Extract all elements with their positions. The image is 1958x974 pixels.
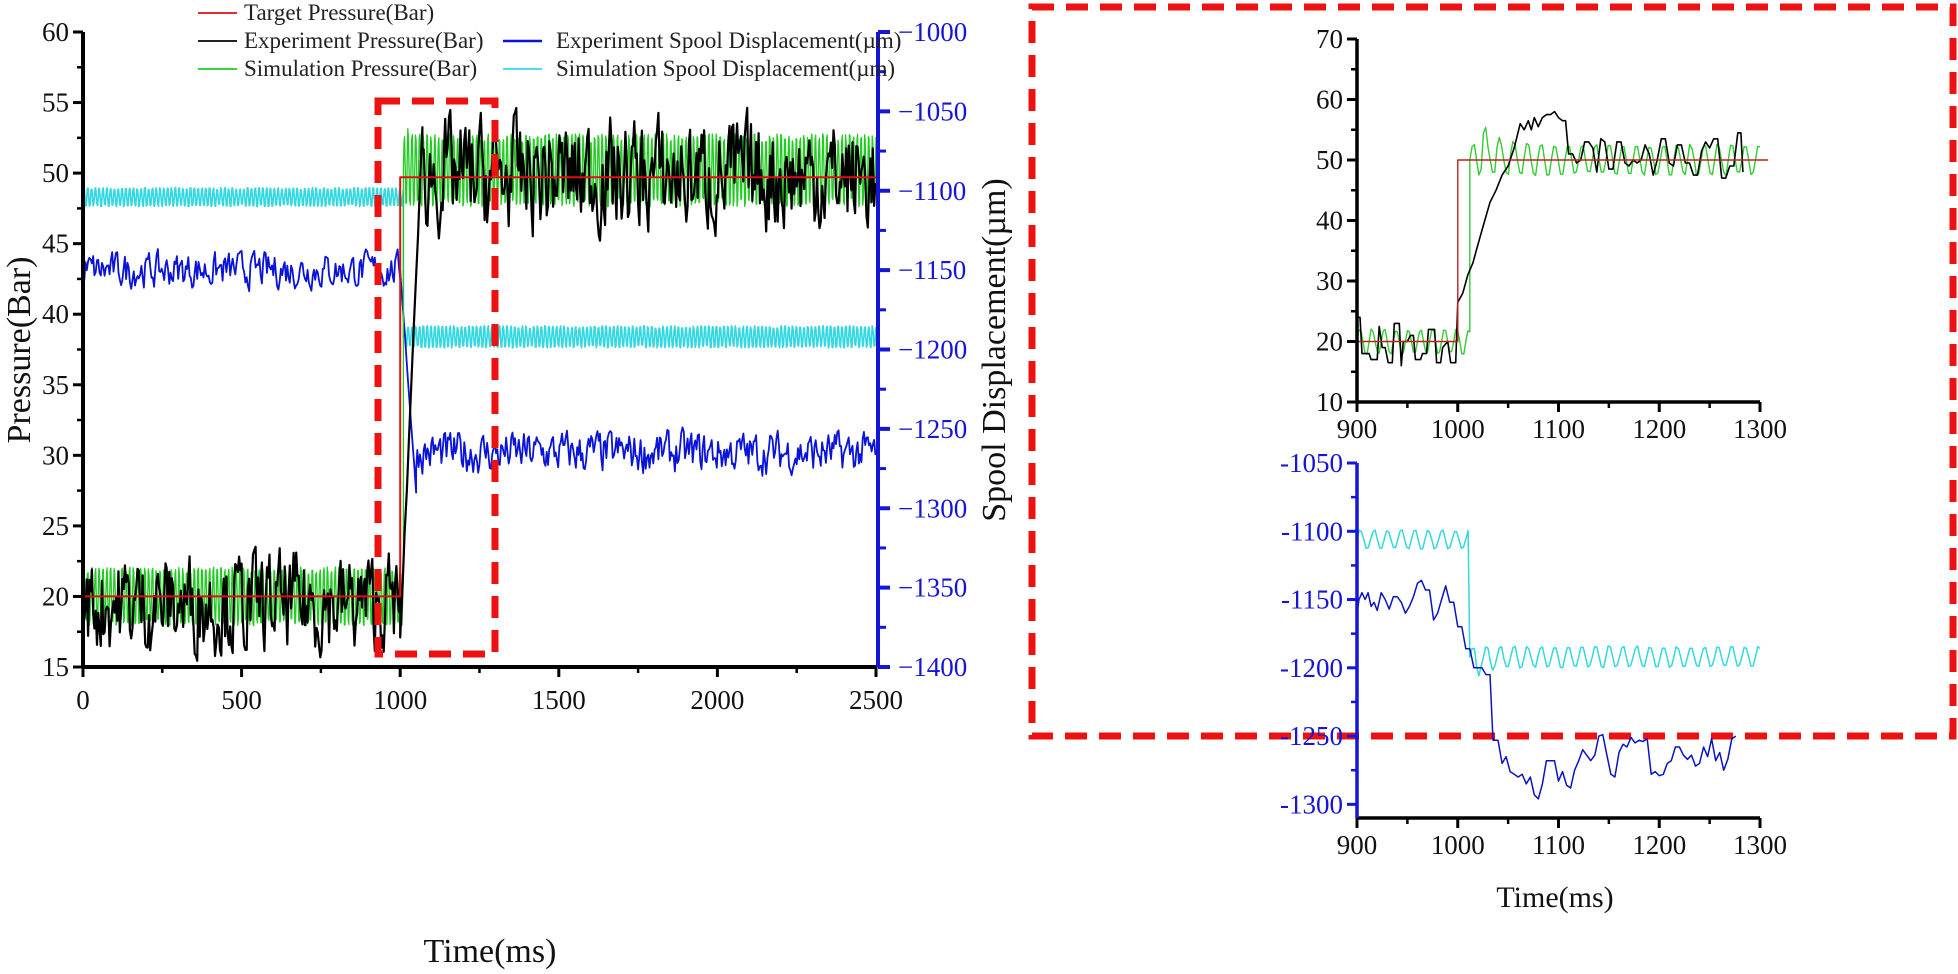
main-x-tick-label: 1500: [532, 685, 586, 715]
main-series-simulation-pressure: [82, 128, 877, 627]
main-plot-series: [81, 106, 877, 662]
main-y2-tick-label: −1000: [898, 17, 967, 47]
main-y2-tick-label: −1400: [898, 652, 967, 682]
main-x-tick-label: 1000: [373, 685, 427, 715]
inset-spool-x-tick-label: 1100: [1532, 830, 1585, 860]
y-axis-title: Pressure(Bar): [1, 257, 38, 444]
main-y2-tick-label: −1200: [898, 335, 967, 365]
main-series-experiment-spool-displacement: [82, 248, 877, 494]
main-y-tick-label: 55: [42, 88, 69, 118]
legend-label-simulation-pressure: Simulation Pressure(Bar): [244, 56, 477, 81]
inset-spool-y-tick-label: -1150: [1281, 585, 1343, 615]
legend-label-experiment-spool-displacement: Experiment Spool Displacement(µm): [556, 28, 901, 53]
inset-pressure-x-tick-label: 1200: [1632, 414, 1686, 444]
main-y-tick-label: 20: [42, 581, 69, 611]
inset-spool-x-tick-label: 1000: [1431, 830, 1485, 860]
inset-pressure-series-simulation-pressure: [1356, 126, 1761, 355]
inset-spool-x-tick-label: 1200: [1632, 830, 1686, 860]
main-y-tick-label: 35: [42, 370, 69, 400]
main-y2-tick-label: −1050: [898, 96, 967, 126]
main-plot-axes: 0 500 1000 1500 2000 2500 15 20 25 30 35 40 45 50 55 60…: [42, 17, 967, 715]
inset-spool-y-tick-label: -1200: [1280, 653, 1343, 683]
main-y2-tick-label: −1100: [898, 176, 966, 206]
inset-pressure-series-experiment-pressure: [1357, 110, 1744, 367]
main-series-simulation-spool-displacement: [82, 186, 877, 349]
legend-label-target-pressure: Target Pressure(Bar): [244, 0, 434, 25]
inset-pressure-y-tick-label: 10: [1316, 387, 1343, 417]
main-y-tick-label: 45: [42, 229, 69, 259]
main-y2-tick-label: −1350: [898, 573, 967, 603]
inset-frame: [1028, 3, 1957, 740]
inset-pressure-y-tick-label: 60: [1316, 85, 1343, 115]
inset-spool-y-tick-label: -1250: [1280, 721, 1343, 751]
inset-pressure-x-tick-label: 900: [1337, 414, 1378, 444]
inset-spool-y-tick-label: -1100: [1281, 516, 1343, 546]
inset-spool-x-tick-label: 900: [1337, 830, 1378, 860]
inset-pressure-series-target-pressure: [1357, 159, 1769, 343]
y2-axis-title: Spool Displacement(µm): [976, 178, 1013, 521]
main-x-tick-label: 2500: [849, 685, 903, 715]
main-x-tick-label: 2000: [690, 685, 744, 715]
inset-pressure-y-tick-label: 30: [1316, 266, 1343, 296]
main-y2-tick-label: −1150: [898, 255, 966, 285]
inset-pressure-series: [1356, 110, 1769, 367]
main-y-tick-label: 40: [42, 299, 69, 329]
main-series-experiment-pressure: [81, 106, 877, 662]
x-axis-title: Time(ms): [424, 933, 557, 970]
inset-pressure-x-tick-label: 1000: [1431, 414, 1485, 444]
main-y-tick-label: 50: [42, 158, 69, 188]
legend-label-simulation-spool-displacement: Simulation Spool Displacement(µm): [556, 56, 895, 81]
inset-spool-axes: 900 1000 1100 1200 1300 -1050 -1100 -1150 -1200 -…: [1280, 448, 1787, 860]
inset-spool-y-tick-label: -1300: [1280, 789, 1343, 819]
main-y2-tick-label: −1300: [898, 493, 967, 523]
main-y-tick-label: 15: [42, 652, 69, 682]
inset-x-axis-title: Time(ms): [1496, 881, 1613, 914]
main-x-tick-label: 500: [221, 685, 262, 715]
main-y-tick-label: 30: [42, 440, 69, 470]
inset-spool-series: [1356, 529, 1761, 800]
inset-pressure-axes: 900 1000 1100 1200 1300 10 20 30 40 50 60 70: [1316, 24, 1787, 444]
inset-pressure-y-tick-label: 50: [1316, 145, 1343, 175]
main-y-tick-label: 25: [42, 511, 69, 541]
zoom-region-box: [374, 97, 499, 658]
inset-pressure-y-tick-label: 40: [1316, 206, 1343, 236]
inset-pressure-y-tick-label: 20: [1316, 327, 1343, 357]
inset-pressure-y-tick-label: 70: [1316, 24, 1343, 54]
inset-pressure-x-tick-label: 1100: [1532, 414, 1585, 444]
legend-label-experiment-pressure: Experiment Pressure(Bar): [244, 28, 484, 53]
legend: Target Pressure(Bar) Experiment Pressure(…: [198, 0, 901, 81]
main-series-target-pressure: [83, 176, 876, 598]
main-y-tick-label: 60: [42, 17, 69, 47]
main-y2-tick-label: −1250: [898, 414, 967, 444]
main-x-tick-label: 0: [76, 685, 90, 715]
inset-spool-series-experiment-spool-displacement: [1356, 579, 1737, 800]
inset-spool-y-tick-label: -1050: [1280, 448, 1343, 478]
inset-spool-series-simulation-spool-displacement: [1356, 529, 1761, 677]
inset-pressure-x-tick-label: 1300: [1733, 414, 1787, 444]
inset-spool-x-tick-label: 1300: [1733, 830, 1787, 860]
